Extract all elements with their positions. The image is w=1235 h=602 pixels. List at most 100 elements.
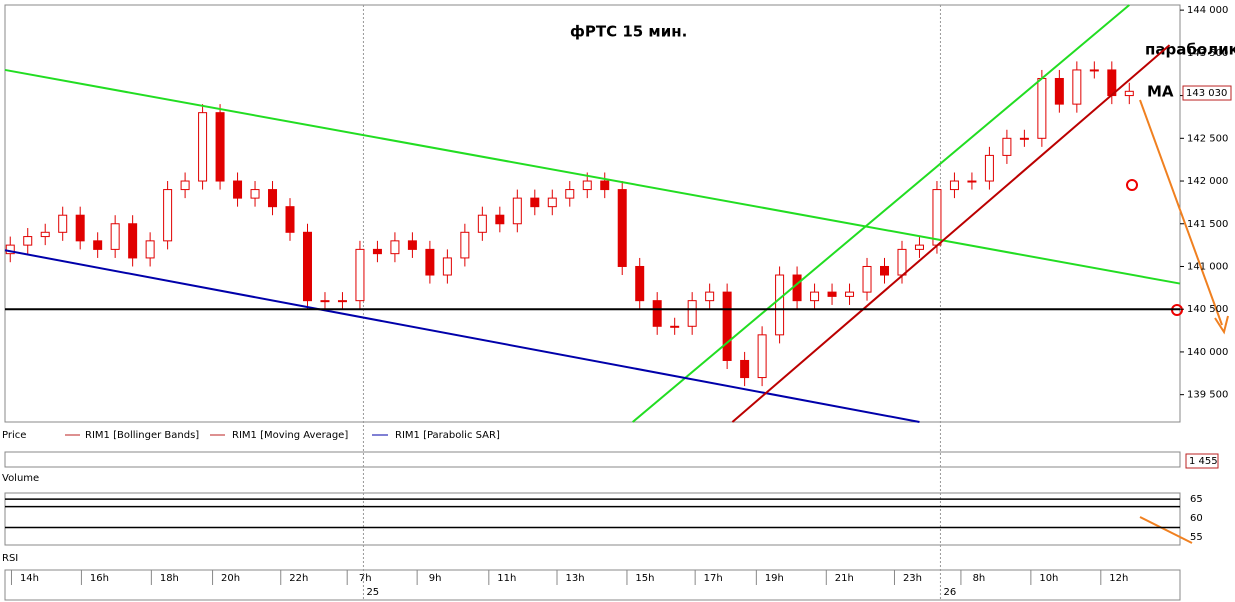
- candle-body: [897, 248, 907, 276]
- candle-body: [512, 197, 522, 225]
- legend-item: RIM1 [Moving Average]: [232, 430, 348, 441]
- candle-body: [880, 265, 890, 276]
- marker-circle: [1126, 179, 1138, 191]
- candle-body: [1019, 137, 1029, 140]
- candle-body: [845, 291, 855, 297]
- x-tick-label: 17h: [704, 573, 723, 584]
- candle-body: [5, 244, 15, 255]
- candle-body: [425, 248, 435, 276]
- annotation: параболик: [1145, 41, 1235, 59]
- candle-body: [215, 112, 225, 182]
- x-tick-label: 14h: [20, 573, 39, 584]
- candle-body: [460, 231, 470, 259]
- candle-body: [1124, 90, 1134, 97]
- x-tick-label: 19h: [765, 573, 784, 584]
- candle-body: [1089, 69, 1099, 72]
- candle-body: [984, 154, 994, 182]
- candle-body: [337, 300, 347, 303]
- candle-body: [23, 236, 33, 246]
- candle-body: [530, 197, 540, 208]
- x-tick-label: 22h: [289, 573, 308, 584]
- volume-label: 1 455: [1189, 456, 1218, 467]
- x-tick-label: 18h: [160, 573, 179, 584]
- x-tick-label: 9h: [429, 573, 442, 584]
- trend-line: [632, 4, 1130, 423]
- candle-body: [390, 240, 400, 255]
- candle-body: [827, 291, 837, 297]
- candle-body: [75, 214, 85, 242]
- candle-body: [285, 206, 295, 233]
- rsi-frame: [4, 492, 1181, 546]
- y-tick-label: 141 500: [1187, 219, 1228, 230]
- trend-line: [4, 68, 1181, 285]
- candle-body: [705, 291, 715, 302]
- x-tick-label: 12h: [1109, 573, 1128, 584]
- candle-body: [93, 240, 103, 250]
- candle-body: [372, 248, 382, 255]
- x-tick-label: 7h: [359, 573, 372, 584]
- candle-body: [268, 189, 278, 208]
- candle-body: [1037, 77, 1047, 139]
- candle-body: [145, 240, 155, 259]
- legend-item: RIM1 [Bollinger Bands]: [85, 430, 199, 441]
- candle-body: [600, 180, 610, 191]
- price-marker-box: [1182, 85, 1232, 101]
- candle-body: [687, 300, 697, 327]
- candle-body: [58, 214, 68, 233]
- candle-body: [635, 265, 645, 302]
- candle-body: [565, 189, 575, 199]
- candle-body: [302, 231, 312, 302]
- panel-label: Volume: [2, 473, 39, 484]
- x-tick-label: 8h: [973, 573, 986, 584]
- y-tick-label: 143 500: [1187, 48, 1228, 59]
- candle-body: [914, 244, 924, 250]
- candle-body: [617, 189, 627, 267]
- y-tick-label: 140 500: [1187, 304, 1228, 315]
- candle-body: [722, 291, 732, 361]
- annotation: MA: [1147, 83, 1174, 101]
- chart-title: фРТС 15 мин.: [570, 23, 687, 41]
- x-tick-label: 20h: [221, 573, 240, 584]
- panel-label: RSI: [2, 553, 18, 564]
- candle-body: [1054, 77, 1064, 105]
- y-tick-label: 139 500: [1187, 390, 1228, 401]
- candle-body: [180, 180, 190, 191]
- candle-body: [810, 291, 820, 302]
- y-tick-label: 142 000: [1187, 176, 1228, 187]
- candle-body: [407, 240, 417, 250]
- y-tick-label: 142 500: [1187, 133, 1228, 144]
- candle-body: [582, 180, 592, 191]
- candle-body: [110, 223, 120, 250]
- x-tick-label: 13h: [565, 573, 584, 584]
- candle-body: [495, 214, 505, 225]
- candle-body: [932, 189, 942, 246]
- candle-body: [198, 112, 208, 182]
- x-tick-label: 15h: [635, 573, 654, 584]
- volume-frame: [4, 451, 1181, 468]
- candle-body: [757, 334, 767, 379]
- arrow: [1139, 516, 1193, 544]
- legend-item: RIM1 [Parabolic SAR]: [395, 430, 500, 441]
- candle-body: [477, 214, 487, 233]
- candle-body: [233, 180, 243, 199]
- candle-body: [1072, 69, 1082, 105]
- x-tick-label: 21h: [835, 573, 854, 584]
- trend-line: [731, 44, 1171, 423]
- plot-frame: [4, 4, 1181, 423]
- candle-body: [40, 231, 50, 238]
- y-tick-label: 140 000: [1187, 347, 1228, 358]
- arrow: [1139, 99, 1223, 326]
- candle-body: [862, 265, 872, 293]
- candle-body: [442, 257, 452, 276]
- y-tick-label: 144 000: [1187, 5, 1228, 16]
- date-label: 26: [943, 587, 956, 598]
- candle-body: [740, 359, 750, 379]
- candle-body: [128, 223, 138, 259]
- rsi-tick-label: 55: [1190, 532, 1203, 543]
- volume-box: [1185, 453, 1219, 469]
- y-tick-label: 141 000: [1187, 261, 1228, 272]
- rsi-tick-label: 60: [1190, 513, 1203, 524]
- x-tick-label: 23h: [903, 573, 922, 584]
- x-tick-label: 10h: [1039, 573, 1058, 584]
